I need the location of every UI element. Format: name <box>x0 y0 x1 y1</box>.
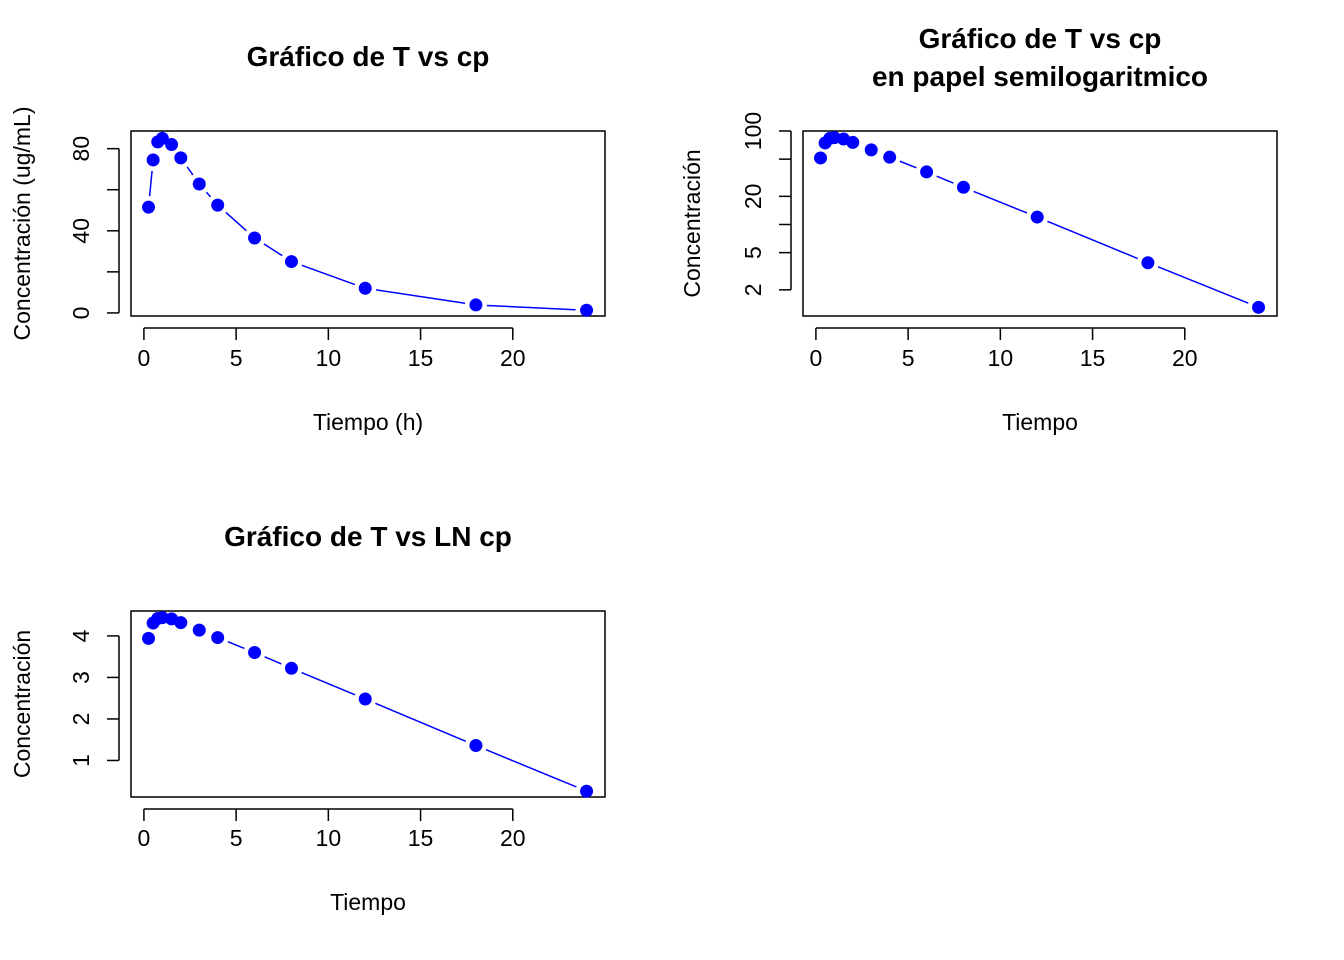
data-point <box>864 143 878 157</box>
y-tick-label: 100 <box>740 112 766 150</box>
chart-title: Gráfico de T vs cp <box>247 41 490 72</box>
y-tick-label: 5 <box>740 246 766 259</box>
y-tick-label: 40 <box>68 218 94 244</box>
x-tick-label: 0 <box>138 825 151 851</box>
data-point <box>358 281 372 295</box>
x-tick-label: 0 <box>138 345 151 371</box>
data-point <box>248 231 262 245</box>
plot-frame <box>802 130 1278 317</box>
plot-frame <box>130 610 606 798</box>
series-line-segment <box>375 702 467 742</box>
y-axis-label: Concentración <box>679 149 705 297</box>
y-tick-label: 4 <box>68 629 94 642</box>
data-point <box>211 198 225 212</box>
series-line-segment <box>148 170 153 197</box>
y-tick-label: 2 <box>68 713 94 726</box>
data-point <box>814 151 828 165</box>
x-tick-label: 5 <box>902 345 915 371</box>
y-axis-label: Concentración <box>9 630 35 778</box>
data-point <box>846 135 860 149</box>
data-point <box>192 177 206 191</box>
data-point <box>284 661 298 675</box>
series-line-segment <box>899 160 917 169</box>
x-tick-label: 10 <box>316 345 342 371</box>
series-line-segment <box>936 175 954 184</box>
x-axis-label: Tiempo (h) <box>313 409 423 435</box>
data-point <box>174 616 188 630</box>
y-tick-label: 3 <box>68 671 94 684</box>
data-point <box>580 303 594 317</box>
x-tick-label: 15 <box>408 825 434 851</box>
series-line-segment <box>485 749 577 788</box>
series-line-segment <box>263 243 283 257</box>
chart-title: en papel semilogaritmico <box>872 61 1208 92</box>
series-line-segment <box>301 264 356 286</box>
data-point <box>174 151 188 165</box>
y-axis-label: Concentración (ug/mL) <box>9 107 35 341</box>
y-tick-label: 80 <box>68 136 94 162</box>
data-point <box>284 255 298 269</box>
series-line-segment <box>225 211 247 232</box>
x-tick-label: 15 <box>1080 345 1106 371</box>
x-tick-label: 20 <box>500 345 526 371</box>
data-point <box>956 180 970 194</box>
series-line-segment <box>1157 266 1249 304</box>
data-point <box>248 646 262 660</box>
y-tick-label: 20 <box>740 184 766 210</box>
data-point <box>358 692 372 706</box>
data-point <box>1030 210 1044 224</box>
x-tick-label: 5 <box>230 345 243 371</box>
series-line-segment <box>227 641 245 650</box>
data-point <box>165 138 179 152</box>
series-line-segment <box>375 289 466 305</box>
data-point <box>469 298 483 312</box>
chart-panel-3: Gráfico de T vs LN cp 0 5 10 15 20 1 2 3 4 Tiempo C… <box>9 521 606 915</box>
y-tick-label: 1 <box>68 754 94 767</box>
x-tick-label: 15 <box>408 345 434 371</box>
series-line-segment <box>486 304 576 311</box>
series-line-segment <box>973 190 1028 214</box>
series-line-segment <box>301 671 356 696</box>
x-tick-label: 5 <box>230 825 243 851</box>
chart-panel-1: Gráfico de T vs cp 0 5 10 15 20 0 40 80 Tiempo (h… <box>9 41 606 435</box>
data-point <box>920 165 934 179</box>
x-tick-label: 0 <box>810 345 823 371</box>
x-tick-label: 10 <box>316 825 342 851</box>
data-point <box>192 623 206 637</box>
data-point <box>1252 300 1266 314</box>
data-point <box>146 153 160 167</box>
chart-title: Gráfico de T vs LN cp <box>224 521 512 552</box>
data-point <box>580 784 594 798</box>
y-tick-label: 0 <box>68 307 94 320</box>
data-point <box>883 150 897 164</box>
data-point <box>142 200 156 214</box>
y-tick-label: 2 <box>740 283 766 296</box>
data-point <box>211 631 225 645</box>
x-tick-label: 10 <box>988 345 1014 371</box>
series-line-segment <box>1047 220 1139 260</box>
chart-panel-2: Gráfico de T vs cp en papel semilogaritmi… <box>679 23 1278 435</box>
series-line-segment <box>205 191 212 198</box>
data-point <box>155 131 169 145</box>
series-line-segment <box>264 656 282 665</box>
data-point <box>469 739 483 753</box>
x-tick-label: 20 <box>1172 345 1198 371</box>
series-line-segment <box>186 166 194 176</box>
x-axis-label: Tiempo <box>1002 409 1078 435</box>
chart-title: Gráfico de T vs cp <box>919 23 1162 54</box>
x-axis-label: Tiempo <box>330 889 406 915</box>
x-tick-label: 20 <box>500 825 526 851</box>
data-point <box>142 631 156 645</box>
plot-frame <box>130 130 606 317</box>
data-point <box>1141 256 1155 270</box>
